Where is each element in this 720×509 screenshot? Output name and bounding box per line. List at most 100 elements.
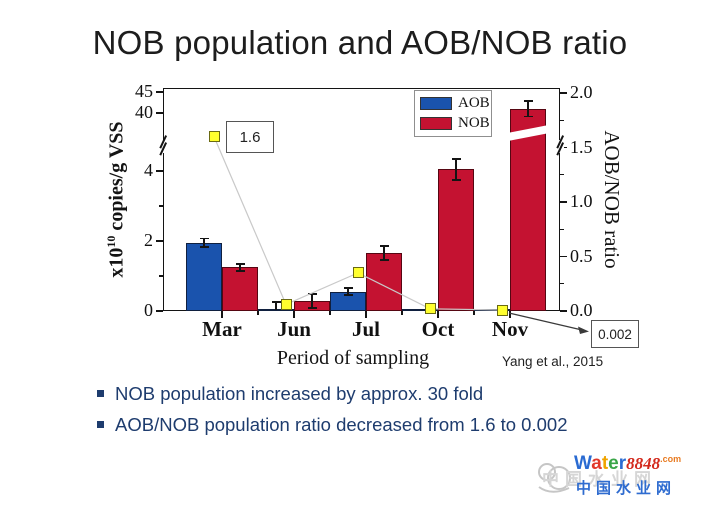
y-tick (156, 170, 163, 172)
x-tick (221, 311, 223, 318)
bullet-icon (97, 390, 104, 397)
y-tick (156, 112, 163, 114)
error-cap (451, 157, 461, 160)
error-bar (383, 246, 385, 261)
error-cap (523, 100, 533, 103)
y-tick (156, 310, 163, 312)
brand-letter: a (591, 453, 602, 474)
brand-letter: t (601, 453, 609, 474)
y-tick-label: 45 (135, 81, 153, 101)
error-cap (235, 269, 245, 272)
bar-aob-mar (186, 242, 222, 311)
brand-row: Water8848.com (574, 453, 681, 475)
legend-swatch-aob (420, 97, 452, 110)
y-tick-label: 0 (144, 300, 153, 320)
y2-tick (560, 201, 567, 203)
brand-letter: r (618, 453, 627, 474)
left-axis-label-base: x10 (105, 247, 128, 278)
legend-row-aob: AOB (420, 95, 490, 112)
error-bar (455, 158, 457, 180)
brand-number: 8848 (626, 454, 661, 473)
y2-minor-tick (560, 174, 564, 176)
y2-minor-tick (560, 228, 564, 230)
error-bar (311, 294, 313, 309)
y-tick-label: 40 (135, 102, 153, 122)
legend: AOB NOB (414, 90, 492, 137)
error-cap (199, 237, 209, 240)
error-cap (343, 287, 353, 290)
site-name: 中国水业网 (576, 480, 677, 497)
watermark-logo: 中国水业网 Water8848.com 中国水业网 (534, 451, 714, 507)
y2-tick-label: 1.0 (570, 191, 593, 211)
brand-letter: W (574, 453, 592, 474)
ratio-marker-jun (280, 298, 292, 310)
y-tick-label: 2 (144, 230, 153, 250)
y-tick (156, 240, 163, 242)
error-cap (235, 262, 245, 265)
right-axis-label: AOB/NOB ratio (600, 130, 624, 269)
ratio-marker-oct (424, 303, 436, 315)
y2-minor-tick (560, 119, 564, 121)
bar-nob-mar (222, 267, 258, 311)
brand-tld: .com (660, 454, 682, 464)
error-cap (523, 115, 533, 118)
y-minor-tick (159, 275, 163, 277)
bullet-list: NOB population increased by approx. 30 f… (97, 383, 567, 436)
x-tick-label: Mar (202, 317, 242, 341)
legend-label-aob: AOB (458, 95, 490, 111)
annotation-ratio-end: 0.002 (591, 320, 639, 348)
left-axis-label-exponent: 10 (104, 235, 118, 248)
x-tick (293, 311, 295, 318)
watermark-ghost-text: 中国水业网 (542, 470, 657, 489)
page-title: NOB population and AOB/NOB ratio (92, 24, 628, 61)
legend-swatch-nob (420, 117, 452, 130)
ratio-marker-jul (352, 267, 364, 279)
ratio-marker-mar (208, 131, 220, 143)
y2-tick (560, 92, 567, 94)
bullet-text: NOB population increased by approx. 30 f… (115, 383, 484, 404)
error-cap (199, 246, 209, 248)
x-minor-tick (257, 311, 259, 315)
error-cap (451, 178, 461, 181)
bullet-item: AOB/NOB population ratio decreased from … (97, 414, 567, 436)
legend-row-nob: NOB (420, 115, 490, 132)
annotation-ratio-start: 1.6 (226, 121, 274, 153)
error-bar (275, 302, 277, 310)
x-tick (437, 311, 439, 318)
error-cap (307, 293, 317, 295)
error-cap (379, 245, 389, 248)
brand-letter: e (608, 453, 619, 474)
y2-tick (560, 255, 567, 258)
x-tick-label: Jul (351, 317, 380, 341)
y-minor-tick (159, 205, 163, 207)
legend-label-nob: NOB (458, 115, 490, 131)
y-tick-label: 4 (144, 160, 153, 180)
y2-tick (560, 310, 567, 312)
citation: Yang et al., 2015 (502, 354, 604, 369)
left-axis-label-units: copies/g VSS (105, 121, 128, 236)
error-bar (527, 101, 529, 117)
x-tick-label: Oct (421, 317, 455, 341)
bar-nob-oct (438, 169, 474, 311)
brand-name: Water (574, 453, 627, 474)
x-minor-tick (329, 311, 331, 315)
ratio-marker-nov (496, 304, 508, 316)
x-tick-label: Jun (277, 317, 311, 341)
y2-tick-label: 0.5 (570, 245, 593, 266)
error-cap (379, 259, 389, 262)
error-cap (343, 294, 353, 297)
bullet-text: AOB/NOB population ratio decreased from … (115, 414, 568, 435)
x-axis-label: Period of sampling (276, 347, 430, 369)
y2-tick-label: 1.5 (570, 136, 593, 157)
x-tick-label: Nov (491, 317, 529, 341)
x-tick (365, 311, 367, 318)
error-cap (307, 307, 317, 309)
bullet-icon (97, 421, 104, 428)
left-axis-label: x1010 copies/g VSS (104, 88, 129, 311)
error-cap (271, 301, 281, 304)
watermark-sketch-icon (538, 463, 571, 493)
x-minor-tick (401, 311, 403, 315)
bar-nob-nov (510, 108, 546, 311)
